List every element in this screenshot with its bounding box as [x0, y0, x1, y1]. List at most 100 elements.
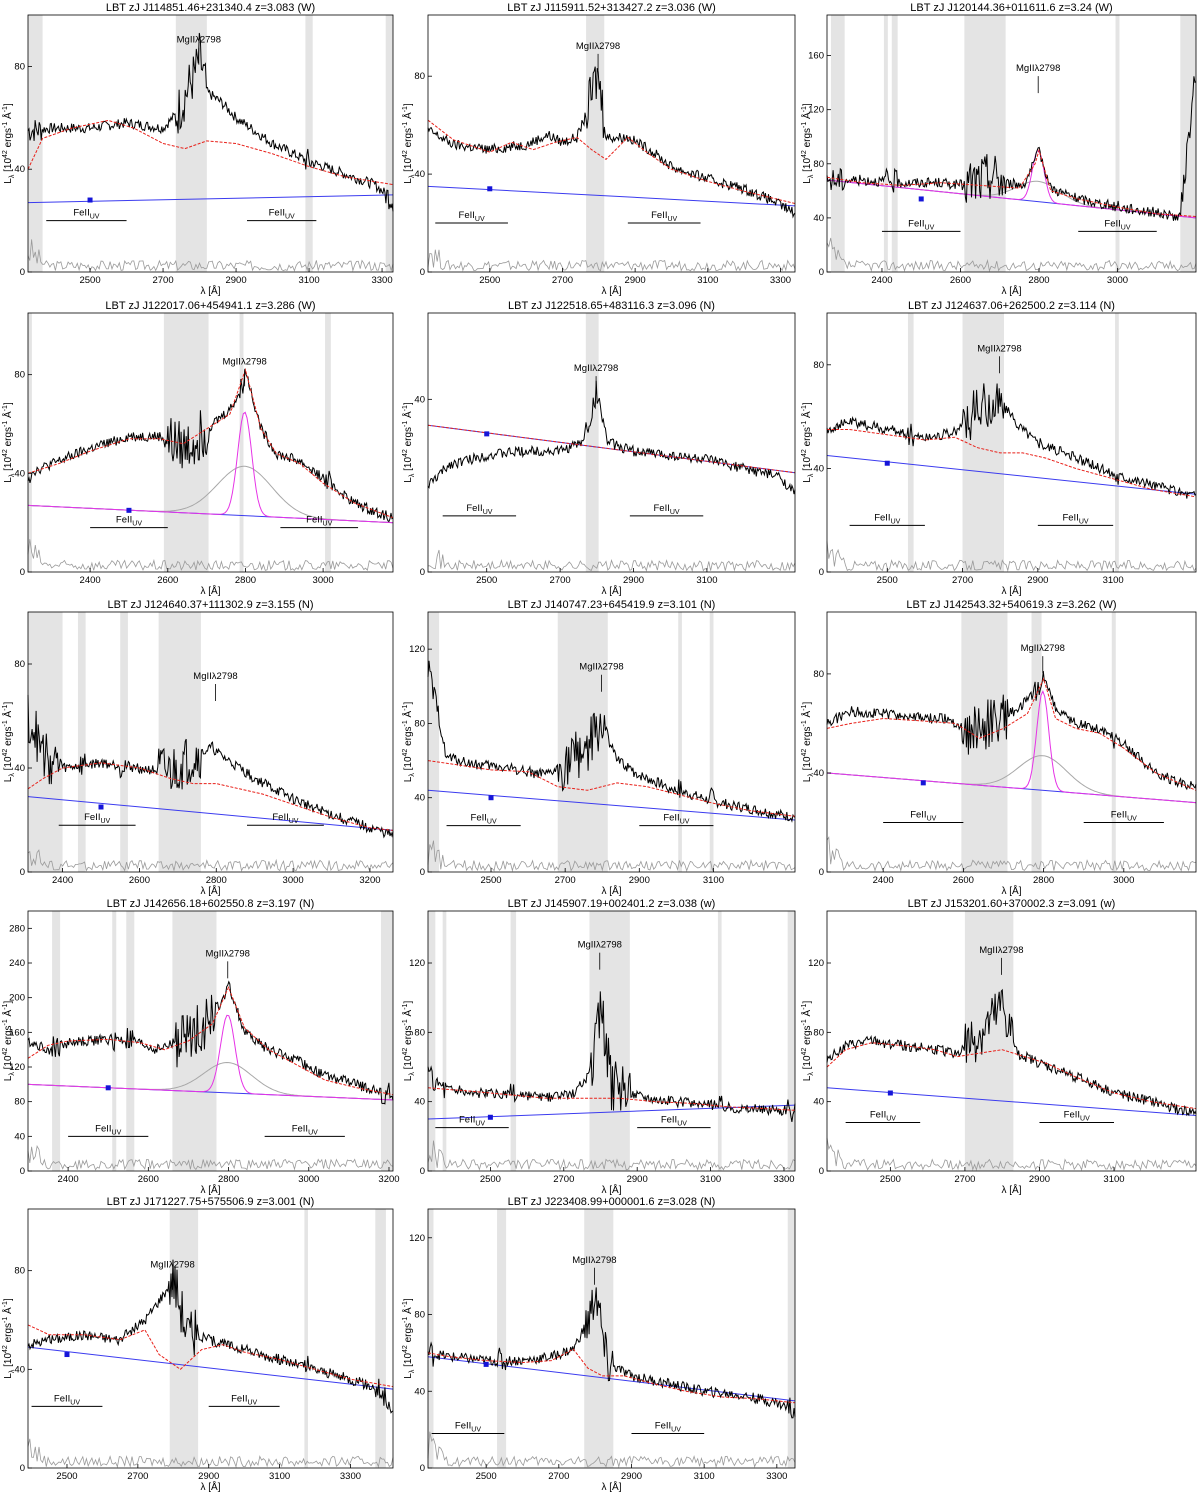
ylabel-sub: λ: [808, 1072, 815, 1076]
ylabel-rest2: Å: [1, 411, 14, 421]
feii-main: FeII: [84, 812, 100, 823]
ylabel-close: ]: [802, 103, 813, 106]
model-line: [826, 677, 1197, 791]
feii-main: FeII: [459, 210, 475, 221]
y-tick-label: 40: [813, 1097, 824, 1108]
ylabel-exp: 42: [402, 449, 409, 457]
mgii-label: MgIIλ2798: [1016, 63, 1060, 74]
spectrum-panel: LBT zJ J115911.52+313427.2 z=3.036 (W) Fe…: [401, 2, 796, 297]
feii-sub: UV: [308, 1129, 318, 1136]
feii-main: FeII: [306, 515, 322, 526]
mask-region: [964, 911, 1014, 1171]
feii-label: FeIIUV: [661, 1115, 687, 1128]
x-tick-label: 2500: [56, 1471, 77, 1482]
mask-region: [304, 1209, 308, 1468]
continuum-point: [488, 795, 494, 801]
ylabel-prefix: L: [3, 1075, 14, 1081]
x-axis-label: λ [Å]: [601, 284, 621, 297]
y-tick-label: 40: [14, 164, 25, 175]
feii-main: FeII: [231, 1393, 247, 1404]
ylabel-s2: -1: [801, 106, 808, 112]
ylabel-s1: -1: [402, 1317, 409, 1323]
chart-svg: LBT zJ J114851.46+231340.4 z=3.083 (W) Fe…: [1, 2, 394, 297]
y-tick-label: 120: [409, 644, 425, 655]
ylabel-s2: -1: [2, 704, 9, 710]
y-axis-label: Lλ [1042 ergs-1 Å-1]: [401, 1298, 416, 1379]
x-tick-label: 3000: [313, 575, 334, 586]
residual-line: [826, 237, 1197, 273]
y-axis-label: Lλ [1042 ergs-1 Å-1]: [401, 402, 416, 483]
x-tick-label: 2900: [623, 575, 644, 586]
mask-region: [28, 313, 32, 572]
x-tick-label: 3100: [269, 1471, 290, 1482]
ylabel-unit: [10: [403, 457, 414, 474]
mask-region: [175, 15, 207, 272]
mask-region: [380, 911, 393, 1171]
x-tick-label: 2400: [52, 875, 73, 886]
mask-region: [510, 911, 517, 1171]
ylabel-rest: ergs: [802, 427, 813, 449]
feii-main: FeII: [116, 515, 132, 526]
chart-svg: LBT zJ J171227.75+575506.9 z=3.001 (N) Fe…: [1, 1196, 394, 1493]
y-tick-label: 80: [813, 669, 824, 680]
plot-frame: [427, 611, 796, 873]
feii-main: FeII: [653, 503, 669, 514]
continuum-point: [126, 507, 132, 513]
panel-title: LBT zJ J140747.23+645419.9 z=3.101 (N): [508, 599, 716, 611]
feii-label: FeIIUV: [874, 512, 900, 525]
spectrum-line: [427, 660, 796, 823]
feii-main: FeII: [73, 208, 89, 219]
y-tick-label: 80: [414, 1310, 425, 1321]
x-tick-label: 2800: [235, 575, 256, 586]
mask-region: [239, 313, 244, 572]
ylabel-s1: -1: [801, 1019, 808, 1025]
chart-svg: LBT zJ J140747.23+645419.9 z=3.101 (N) Fe…: [401, 599, 796, 897]
ylabel-s2: -1: [2, 1003, 9, 1009]
residual-line: [27, 849, 394, 872]
feii-sub: UV: [100, 818, 110, 825]
y-tick-label: 40: [414, 793, 425, 804]
x-tick-label: 2400: [58, 1174, 79, 1185]
ylabel-rest: ergs: [3, 427, 14, 449]
mask-region: [717, 911, 722, 1171]
feii-label: FeIIUV: [653, 503, 679, 516]
x-tick-label: 2600: [157, 575, 178, 586]
feii-sub: UV: [1079, 518, 1089, 525]
spectrum-line: [826, 383, 1197, 499]
x-tick-label: 3200: [378, 1174, 399, 1185]
ylabel-exp: 42: [402, 1048, 409, 1056]
x-tick-label: 3000: [283, 875, 304, 886]
spectrum-line: [27, 980, 394, 1105]
x-tick-label: 3100: [1103, 1174, 1124, 1185]
x-tick-label: 2900: [627, 1174, 648, 1185]
x-tick-label: 2900: [198, 1471, 219, 1482]
x-tick-label: 2800: [1033, 875, 1054, 886]
x-tick-label: 2800: [1028, 275, 1049, 286]
y-tick-label: 160: [9, 1027, 25, 1038]
mask-region: [375, 1209, 386, 1468]
spectrum-panel: LBT zJ J122017.06+454941.1 z=3.286 (W) Fe…: [1, 300, 394, 597]
continuum-point: [487, 1114, 493, 1120]
residual-line: [27, 239, 394, 272]
x-tick-label: 2500: [480, 1174, 501, 1185]
spectrum-panel: LBT zJ J171227.75+575506.9 z=3.001 (N) Fe…: [1, 1196, 394, 1493]
ylabel-s1: -1: [402, 122, 409, 128]
feii-label: FeIIUV: [870, 1109, 896, 1122]
y-axis-label: Lλ [1042 ergs-1 Å-1]: [800, 1001, 815, 1082]
mask-region: [385, 15, 393, 272]
feii-sub: UV: [670, 509, 680, 516]
ylabel-s1: -1: [402, 421, 409, 427]
feii-main: FeII: [655, 1420, 671, 1431]
y-tick-label: 120: [409, 1233, 425, 1244]
mgii-label: MgIIλ2798: [1021, 643, 1065, 654]
mask-region: [28, 612, 63, 872]
feii-label: FeIIUV: [910, 809, 936, 822]
chart-svg: LBT zJ J145907.19+002401.2 z=3.038 (w) Fe…: [401, 898, 796, 1196]
ylabel-exp: 42: [2, 150, 9, 158]
mgii-label: MgIIλ2798: [576, 41, 620, 52]
x-tick-label: 2600: [953, 875, 974, 886]
feii-sub: UV: [289, 818, 299, 825]
mask-region: [169, 1209, 199, 1468]
x-tick-label: 2900: [1027, 575, 1048, 586]
mask-region: [1115, 15, 1120, 272]
